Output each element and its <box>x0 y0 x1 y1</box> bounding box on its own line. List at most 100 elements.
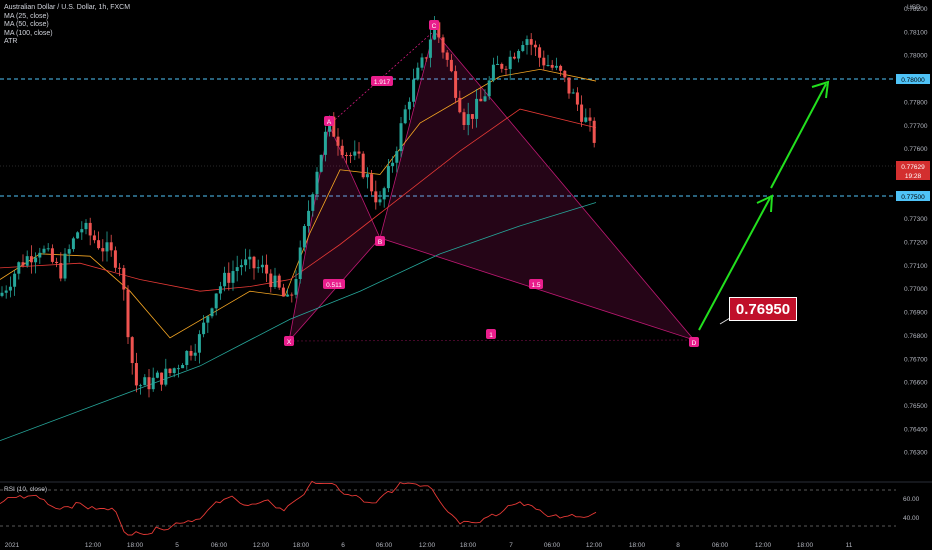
ratio-1-badge <box>486 329 496 339</box>
candle-body <box>252 256 256 269</box>
candle-body <box>550 64 554 68</box>
indicator-ma25[interactable]: MA (25, close) <box>4 12 49 20</box>
candle-body <box>567 77 571 94</box>
candle-body <box>533 44 537 48</box>
candle-body <box>143 377 147 386</box>
candle-body <box>332 116 336 137</box>
candle-body <box>223 272 227 287</box>
arrow-head-2 <box>811 80 830 99</box>
candle-body <box>399 123 403 152</box>
candle-body <box>21 262 25 266</box>
y-tick-label: 0.78200 <box>904 6 928 13</box>
candlesticks <box>0 15 596 398</box>
candle-body <box>340 145 344 155</box>
y-tick-label: 0.77700 <box>904 123 928 130</box>
candle-body <box>433 22 437 40</box>
candle-body <box>76 232 80 239</box>
candle-body <box>357 151 361 154</box>
candle-body <box>529 39 533 45</box>
candle-body <box>416 67 420 80</box>
candle-body <box>210 308 214 317</box>
x-tick-label: 5 <box>175 542 179 549</box>
ma100-line <box>0 202 597 442</box>
point-x-marker <box>284 336 294 346</box>
candle-body <box>181 365 185 369</box>
current-price-label: 0.77629 <box>901 164 925 171</box>
candle-body <box>525 39 529 46</box>
candle-body <box>197 334 201 353</box>
candle-body <box>382 188 386 200</box>
y-tick-label: 0.76900 <box>904 310 928 317</box>
candle-body <box>147 377 151 390</box>
x-tick-label: 6 <box>341 542 345 549</box>
y-tick-label: 0.77600 <box>904 146 928 153</box>
candle-body <box>521 45 525 51</box>
candle-body <box>462 112 466 126</box>
price-axis[interactable] <box>896 0 932 550</box>
x-tick-label: 06:00 <box>211 542 228 549</box>
candle-body <box>235 267 239 272</box>
candle-body <box>218 286 222 294</box>
candle-body <box>391 162 395 167</box>
candle-body <box>269 273 273 288</box>
target-price-callout[interactable]: 0.76950 <box>729 297 797 321</box>
candle-body <box>412 79 416 102</box>
x-tick-label: 18:00 <box>460 542 477 549</box>
ratio-0511-badge <box>323 279 345 289</box>
x-tick-label: 06:00 <box>544 542 561 549</box>
candle-body <box>407 101 411 110</box>
candle-body <box>294 278 298 295</box>
indicator-atr[interactable]: ATR <box>4 38 18 45</box>
candle-body <box>273 275 277 288</box>
ratio-15-badge <box>529 279 543 289</box>
indicator-ma100[interactable]: MA (100, close) <box>4 29 53 37</box>
candle-body <box>378 199 382 203</box>
candle-body <box>256 267 260 269</box>
candle-body <box>517 50 521 59</box>
candle-body <box>302 226 306 248</box>
candle-body <box>420 57 424 68</box>
candle-body <box>113 250 117 268</box>
candle-body <box>155 372 159 378</box>
ma25-line <box>0 68 597 339</box>
y-tick-label: 0.76300 <box>904 450 928 457</box>
point-b-label: B <box>378 239 382 246</box>
candle-body <box>134 363 138 386</box>
candle-body <box>29 256 33 263</box>
x-tick-label: 12:00 <box>253 542 270 549</box>
rsi-pane[interactable]: RSI (10, close) 60.00 40.00 <box>0 480 920 536</box>
harmonic-pattern[interactable] <box>288 30 696 343</box>
candle-body <box>445 52 449 60</box>
candle-body <box>126 289 130 338</box>
candle-body <box>542 57 546 66</box>
x-tick-label: 12:00 <box>85 542 102 549</box>
candle-body <box>118 267 122 269</box>
candle-body <box>172 368 176 374</box>
currency-label: USD <box>907 4 921 11</box>
candle-body <box>25 256 29 266</box>
projection-arrows[interactable] <box>698 80 830 331</box>
candle-body <box>80 229 84 233</box>
candle-body <box>8 286 12 291</box>
candle-body <box>92 235 96 241</box>
candle-body <box>55 261 59 264</box>
candle-body <box>508 56 512 70</box>
rsi-line <box>0 480 597 536</box>
candle-body <box>538 47 542 58</box>
indicator-ma50[interactable]: MA (50, close) <box>4 21 49 28</box>
candle-body <box>185 350 189 366</box>
candle-body <box>298 247 302 279</box>
candle-body <box>353 151 357 156</box>
y-tick-label: 0.76500 <box>904 403 928 410</box>
ratio-15-label: 1.5 <box>531 282 540 289</box>
candle-body <box>559 65 563 71</box>
y-tick-label: 0.76700 <box>904 356 928 363</box>
candle-body <box>0 292 4 296</box>
candle-body <box>311 194 315 211</box>
x-tick-label: 06:00 <box>376 542 393 549</box>
point-c-marker <box>429 20 439 30</box>
candle-body <box>277 275 281 288</box>
candle-body <box>42 248 46 253</box>
candle-body <box>403 109 407 124</box>
